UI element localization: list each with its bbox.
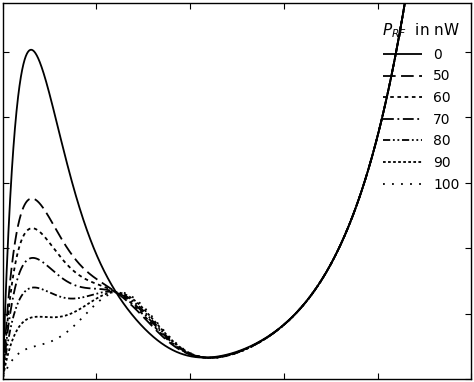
Legend: 0, 50, 60, 70, 80, 90, 100: 0, 50, 60, 70, 80, 90, 100: [378, 17, 464, 196]
